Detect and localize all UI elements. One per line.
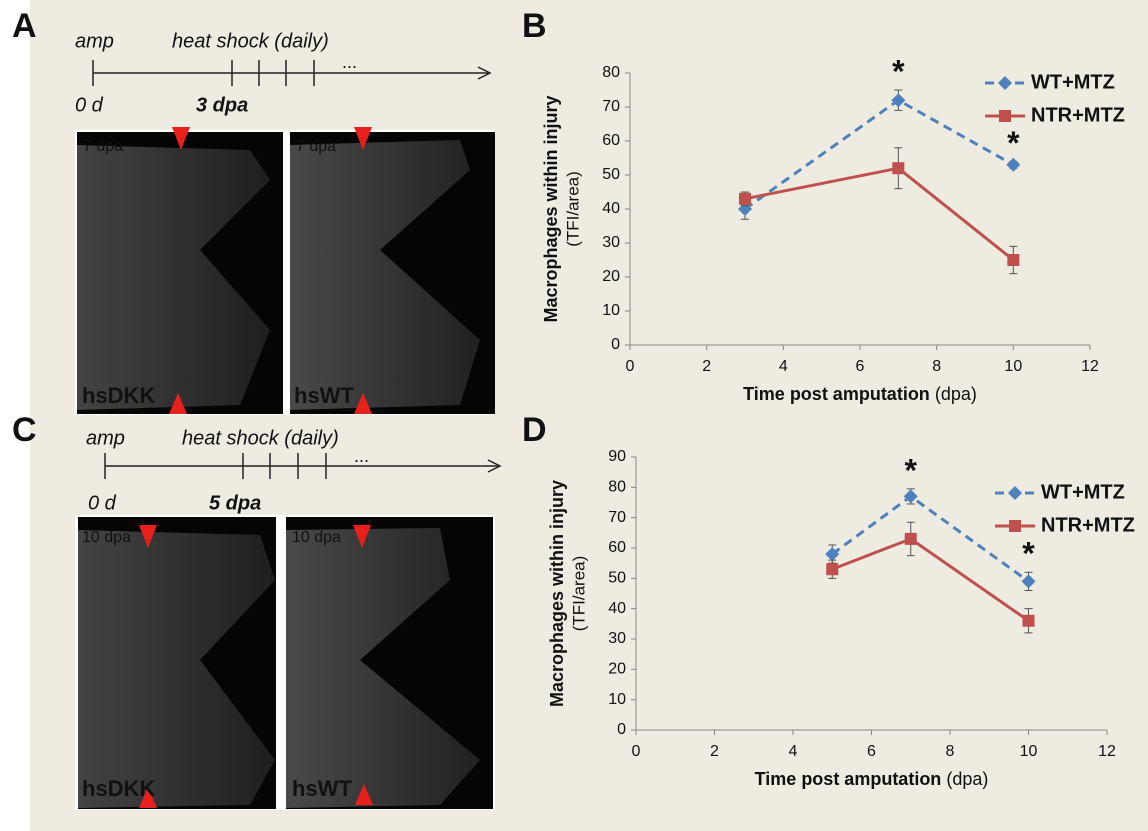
x-tick-label: 8 [946, 743, 955, 760]
y-tick-label: 50 [602, 166, 620, 183]
image-label: hsDKK [82, 776, 155, 801]
legend-entry: WT+MTZ [985, 71, 1115, 93]
image-label: 10 dpa [82, 529, 131, 546]
panel-label: C [12, 411, 37, 449]
x-tick-label: 0 [626, 358, 635, 375]
significance: * [905, 452, 918, 488]
x-tick-label: 12 [1081, 358, 1099, 375]
panel-label: D [522, 411, 547, 449]
x-axis-label: Time post amputation (dpa) [755, 769, 989, 789]
y-tick-label: 60 [602, 132, 620, 149]
marker [903, 489, 918, 504]
x-tick-label: 12 [1098, 743, 1116, 760]
y-axis-unit: (TFI/area) [569, 556, 588, 632]
y-tick-label: 0 [611, 336, 620, 353]
legend-entry: WT+MTZ [995, 481, 1125, 503]
y-tick-label: 80 [602, 64, 620, 81]
marker [891, 93, 906, 108]
y-tick-label: 30 [602, 234, 620, 251]
x-tick-label: 0 [632, 743, 641, 760]
y-tick-label: 60 [608, 539, 626, 556]
timeline-label: 3 dpa [196, 94, 248, 116]
y-tick-label: 30 [608, 630, 626, 647]
panel-label: A [12, 7, 37, 45]
timeline-label: 5 dpa [209, 492, 261, 514]
marker [1007, 254, 1020, 266]
timeline [104, 453, 502, 479]
y-tick-label: 70 [602, 98, 620, 115]
legend-label: WT+MTZ [1031, 71, 1115, 93]
timeline-label: ... [342, 52, 357, 72]
image-label: 7 dpa 7 dpa hsDKK hsWT 10 dpa 10 dpa hsD… [82, 138, 354, 801]
significance: * [892, 53, 905, 89]
legend-label: NTR+MTZ [1041, 514, 1135, 536]
x-tick-label: 4 [779, 358, 788, 375]
y-tick-label: 90 [608, 448, 626, 465]
marker [1022, 614, 1035, 627]
timeline-label: 0 d [75, 94, 104, 116]
significance: * [1022, 536, 1035, 572]
timeline-label: 0 d [88, 492, 117, 514]
marker [999, 110, 1011, 122]
x-tick-label: 4 [789, 743, 798, 760]
x-tick-label: 6 [856, 358, 865, 375]
x-tick-label: 2 [702, 358, 711, 375]
marker [998, 76, 1012, 90]
image-label: 10 dpa [292, 529, 341, 546]
timeline-label: heat shock (daily) [182, 427, 339, 449]
x-axis-title: Time post amputation [743, 384, 930, 404]
image-label: hsWT [294, 383, 354, 408]
marker [826, 563, 839, 576]
y-tick-label: 50 [608, 570, 626, 587]
marker [739, 192, 751, 205]
timeline-label: ... [354, 446, 369, 466]
x-tick-label: 6 [867, 743, 876, 760]
timeline-label: heat shock (daily) [172, 30, 329, 52]
image-label: 7 dpa [296, 138, 336, 155]
marker [1006, 157, 1021, 172]
marker [1021, 574, 1036, 589]
legend-entry: NTR+MTZ [985, 104, 1125, 126]
image-label: hsWT [292, 776, 352, 801]
y-tick-label: 80 [608, 479, 626, 496]
x-axis-unit: (dpa) [935, 384, 977, 404]
marker [825, 547, 840, 562]
y-tick-label: 10 [602, 302, 620, 319]
y-axis-label: Macrophages within injury [547, 480, 567, 707]
y-axis-label: Macrophages within injury [541, 95, 561, 322]
y-tick-label: 70 [608, 509, 626, 526]
arrowhead [139, 127, 373, 808]
timeline-label: amp [86, 427, 125, 449]
y-tick-label: 10 [608, 691, 626, 708]
legend-entry: NTR+MTZ [995, 514, 1135, 536]
timeline-label: amp [75, 30, 114, 52]
image-label: 7 dpa [83, 138, 123, 155]
micrograph [77, 132, 495, 809]
x-tick-label: 2 [710, 743, 719, 760]
marker [892, 162, 905, 175]
marker [1008, 486, 1022, 500]
x-axis-label: Time post amputation (dpa) [743, 384, 977, 404]
panel-label: B [522, 7, 547, 45]
marker [1009, 520, 1021, 532]
significance: * [1007, 125, 1020, 161]
y-axis-unit: (TFI/area) [563, 171, 582, 247]
timeline [92, 60, 492, 86]
x-axis-title: Time post amputation [755, 769, 942, 789]
x-tick-label: 10 [1020, 743, 1038, 760]
y-tick-label: 40 [608, 600, 626, 617]
x-axis-unit: (dpa) [946, 769, 988, 789]
x-tick-label: 10 [1004, 358, 1022, 375]
marker [904, 532, 917, 545]
legend-label: WT+MTZ [1041, 481, 1125, 503]
image-label: hsDKK [82, 383, 155, 408]
y-tick-label: 20 [602, 268, 620, 285]
legend-label: NTR+MTZ [1031, 104, 1125, 126]
y-tick-label: 0 [617, 721, 626, 738]
y-tick-label: 40 [602, 200, 620, 217]
y-tick-label: 20 [608, 661, 626, 678]
x-tick-label: 8 [932, 358, 941, 375]
